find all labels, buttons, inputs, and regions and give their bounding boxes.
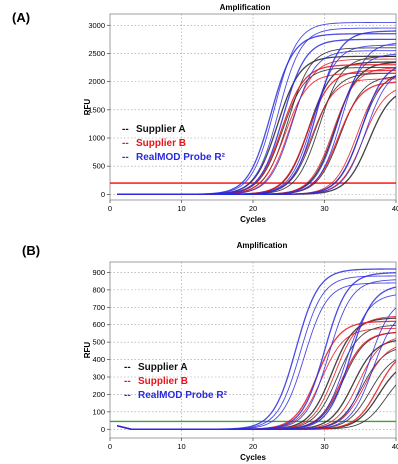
x-axis-label: Cycles [240, 453, 266, 462]
legend-entry: Supplier B [136, 138, 186, 149]
x-tick-label: 0 [108, 204, 112, 213]
x-tick-label: 20 [249, 442, 257, 451]
chart-panel-b: (B)Amplification010203040010020030040050… [22, 241, 398, 462]
panel-label: (B) [22, 243, 40, 258]
legend: -- Supplier A -- Supplier B -- RealMOD Probe … [124, 362, 228, 401]
x-tick-label: 10 [177, 204, 185, 213]
x-tick-label: 40 [392, 442, 398, 451]
legend-marker: -- [122, 138, 129, 149]
legend-marker: -- [122, 152, 129, 163]
y-tick-label: 300 [92, 373, 105, 382]
legend-entry: Supplier A [138, 362, 188, 373]
y-tick-label: 400 [92, 355, 105, 364]
curves [110, 22, 396, 196]
x-tick-label: 20 [249, 204, 257, 213]
y-tick-label: 500 [92, 338, 105, 347]
panel-label: (A) [12, 10, 30, 25]
x-tick-label: 10 [177, 442, 185, 451]
y-tick-label: 1000 [88, 134, 105, 143]
legend-marker: -- [124, 376, 131, 387]
y-axis-label: RFU [83, 342, 92, 359]
legend-marker: -- [124, 362, 131, 373]
y-tick-label: 700 [92, 303, 105, 312]
y-tick-label: 2000 [88, 77, 105, 86]
x-tick-label: 30 [320, 442, 328, 451]
y-tick-label: 3000 [88, 21, 105, 30]
chart-panel-a: (A) Amplification 0 10 20 30 40 0 500 1000 1500 200… [12, 3, 398, 224]
x-tick-label: 40 [392, 204, 398, 213]
x-tick-label: 0 [108, 442, 112, 451]
y-tick-label: 500 [92, 162, 105, 171]
y-tick-label: 200 [92, 390, 105, 399]
y-tick-label: 2500 [88, 49, 105, 58]
y-tick-label: 0 [101, 190, 105, 199]
x-axis-label: Cycles [240, 215, 266, 224]
legend: -- Supplier A -- Supplier B -- RealMOD Probe … [122, 124, 226, 163]
legend-entry: Supplier A [136, 124, 186, 135]
legend-marker: -- [122, 124, 129, 135]
y-tick-label: 1500 [88, 105, 105, 114]
legend-entry: Supplier B [138, 376, 188, 387]
y-axis-label: RFU [83, 99, 92, 116]
amplification-curve-blue [117, 321, 396, 430]
y-tick-label: 800 [92, 285, 105, 294]
y-tick-label: 900 [92, 268, 105, 277]
y-tick-label: 100 [92, 407, 105, 416]
amplification-curve-blue [117, 75, 396, 195]
legend-entry: RealMOD Probe R² [138, 390, 228, 401]
legend-entry: RealMOD Probe R² [136, 152, 226, 163]
curves [110, 268, 396, 430]
y-tick-label: 600 [92, 320, 105, 329]
y-tick-label: 0 [101, 425, 105, 434]
chart-title: Amplification [220, 3, 271, 12]
x-tick-label: 30 [320, 204, 328, 213]
chart-title: Amplification [237, 241, 288, 250]
legend-marker: -- [124, 390, 131, 401]
